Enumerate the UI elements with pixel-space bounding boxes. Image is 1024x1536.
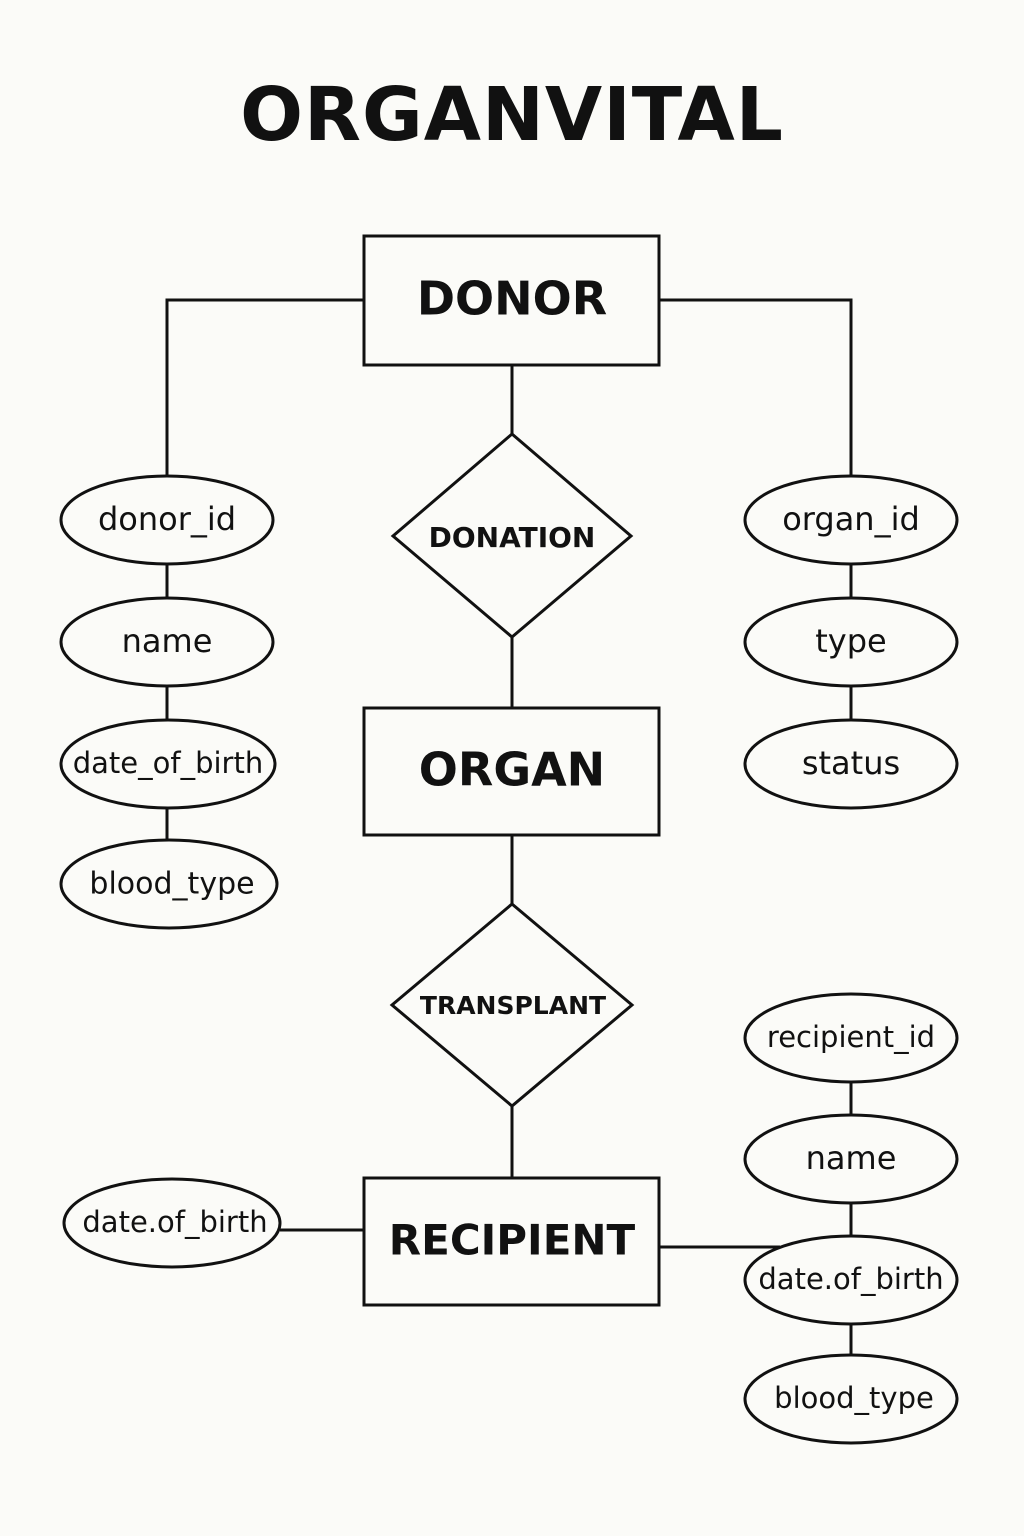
entity-donor: DONOR — [362, 234, 661, 367]
relationship-donation-diamond — [390, 432, 634, 639]
attribute-donor-name: name — [59, 596, 275, 688]
attribute-organ-type-label: type — [815, 622, 886, 660]
attribute-recipient-id-label: recipient_id — [767, 1020, 935, 1054]
attribute-recipient-date-of-birth: date.of_birth — [743, 1234, 959, 1326]
attribute-donor-name-label: name — [122, 622, 213, 660]
donor-left-connector — [165, 298, 364, 476]
attribute-donor-date-of-birth: date_of_birth — [59, 718, 277, 810]
entity-donor-box — [362, 234, 661, 367]
attribute-recipient-name-oval — [743, 1113, 959, 1205]
relationship-transplant-diamond — [389, 902, 635, 1108]
donor-attributes: donor_id name date_of_birth blood_type — [59, 474, 279, 930]
relationship-transplant-label: TRANSPLANT — [420, 991, 606, 1020]
attribute-recipient-name: name — [743, 1113, 959, 1205]
attribute-organ-status: status — [743, 718, 959, 810]
attribute-donor-name-oval — [59, 596, 275, 688]
attribute-donor-id: donor_id — [59, 474, 275, 566]
attribute-recipient-name-label: name — [806, 1139, 897, 1177]
attribute-organ-id-label: organ_id — [782, 500, 920, 538]
donor-right-connector — [659, 298, 853, 476]
recipient-attributes: date.of_birth recipient_id name date.of_… — [62, 992, 959, 1445]
attribute-donor-id-label: donor_id — [98, 500, 236, 538]
attribute-donor-blood-type-label: blood_type — [89, 867, 254, 902]
attribute-organ-status-oval — [743, 718, 959, 810]
attribute-recipient-blood-type-label: blood_type — [774, 1381, 934, 1415]
connectors — [165, 298, 853, 1356]
attribute-recipient-id-oval — [743, 992, 959, 1084]
entity-recipient-box — [362, 1176, 661, 1307]
attribute-organ-type-oval — [743, 596, 959, 688]
attribute-recipient-date-of-birth-oval — [743, 1234, 959, 1326]
relationship-donation-label: DONATION — [429, 521, 596, 554]
attribute-donor-blood-type-oval — [59, 838, 279, 930]
attribute-donor-date-of-birth-oval — [59, 718, 277, 810]
relationship-donation: DONATION — [390, 432, 634, 639]
entity-recipient-label: RECIPIENT — [389, 1216, 636, 1265]
entity-organ: ORGAN — [362, 706, 661, 837]
attribute-recipient-blood-type-oval — [743, 1353, 959, 1445]
entity-donor-label: DONOR — [417, 272, 607, 326]
entity-organ-label: ORGAN — [419, 743, 605, 797]
attribute-organ-type: type — [743, 596, 959, 688]
entity-recipient: RECIPIENT — [362, 1176, 661, 1307]
attribute-recipient-id: recipient_id — [743, 992, 959, 1084]
relationship-transplant: TRANSPLANT — [389, 902, 635, 1108]
attribute-recipient-left-date-of-birth-label: date.of_birth — [82, 1205, 267, 1239]
organ-attributes: organ_id type status — [743, 474, 959, 810]
attribute-recipient-blood-type: blood_type — [743, 1353, 959, 1445]
attribute-organ-status-label: status — [802, 744, 900, 782]
attribute-recipient-left-date-of-birth: date.of_birth — [62, 1177, 282, 1269]
attribute-organ-id: organ_id — [743, 474, 959, 566]
attribute-donor-id-oval — [59, 474, 275, 566]
attribute-organ-id-oval — [743, 474, 959, 566]
attribute-recipient-date-of-birth-label: date.of_birth — [758, 1262, 943, 1296]
diagram-title: ORGANVITAL — [240, 72, 784, 158]
attribute-donor-blood-type: blood_type — [59, 838, 279, 930]
attribute-recipient-left-date-of-birth-oval — [62, 1177, 282, 1269]
entity-organ-box — [362, 706, 661, 837]
attribute-donor-date-of-birth-label: date_of_birth — [73, 746, 263, 780]
